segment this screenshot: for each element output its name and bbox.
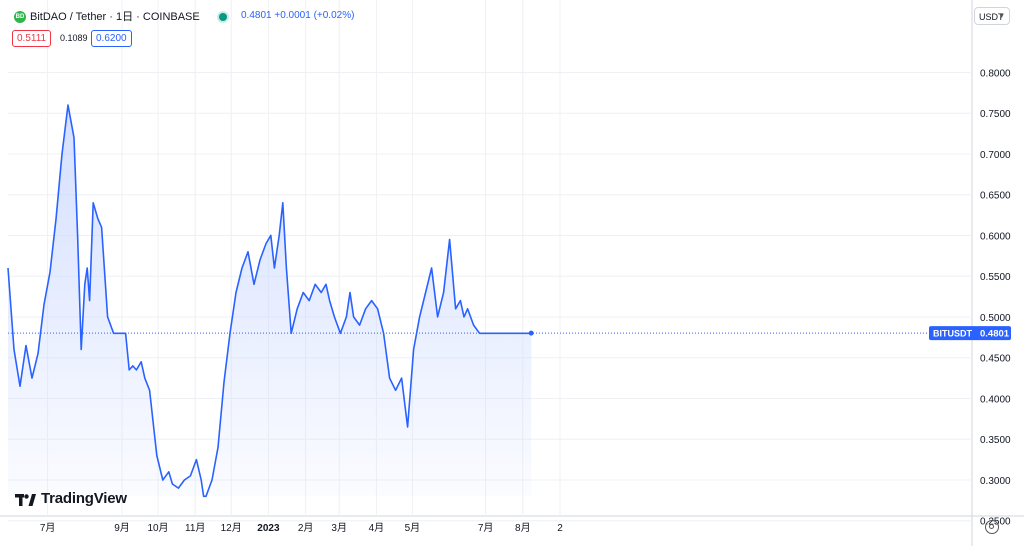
bitdao-logo-icon: BD [14,11,26,23]
x-tick-label: 9月 [114,522,130,534]
settings-icon[interactable] [985,520,999,534]
y-tick-label: 0.6500 [980,191,1011,202]
last-price-dot [528,330,534,336]
y-tick-label: 0.8000 [980,68,1011,79]
x-tick-label: 8月 [515,522,531,534]
x-tick-label: 7月 [40,522,56,534]
x-tick-label: 4月 [369,522,385,534]
y-tick-label: 0.4500 [980,354,1011,365]
x-tick-label: 3月 [331,522,347,534]
y-tick-label: 0.7500 [980,109,1011,120]
price-quote: 0.4801 +0.0001 (+0.02%) [241,10,355,21]
x-tick-label: 11月 [185,522,205,534]
bid-price-box[interactable]: 0.5111 [12,30,52,47]
x-tick-label: 2023 [257,523,280,534]
x-tick-label: 12月 [221,522,242,534]
y-tick-label: 0.4000 [980,394,1011,405]
x-tick-label: 7月 [478,522,494,534]
currency-selector[interactable]: USDT ▼ [974,7,1010,25]
price-tag [929,326,1011,341]
x-tick-label: 2月 [298,522,314,534]
y-tick-label: 0.3000 [980,476,1011,487]
symbol-title[interactable]: BitDAO / Tether · 1日 · COINBASE [30,11,200,23]
ask-price-box[interactable]: 0.6200 [91,30,132,47]
y-tick-label: 0.5000 [980,313,1011,324]
currency-label: USDT [979,12,1004,22]
price-tag-symbol: BITUSDT [933,329,972,339]
y-tick-label: 0.3500 [980,435,1011,446]
x-tick-label: 2 [557,523,563,534]
series-line-bitusdt[interactable] [7,104,532,498]
spread-value: 0.1089 [60,33,88,43]
tradingview-wordmark: TradingView [41,490,127,507]
y-tick-label: 0.5500 [980,272,1011,283]
y-tick-label: 0.7000 [980,150,1011,161]
chevron-down-icon: ▼ [998,13,1005,20]
tradingview-logo[interactable]: TradingView [15,490,127,507]
market-open-dot-icon [219,13,227,21]
y-tick-label: 0.6000 [980,231,1011,242]
x-tick-label: 10月 [147,522,168,534]
series-area-fill [8,105,532,497]
x-tick-label: 5月 [405,522,421,534]
tradingview-logo-icon [15,493,36,506]
price-tag-value: 0.4801 [980,329,1010,340]
